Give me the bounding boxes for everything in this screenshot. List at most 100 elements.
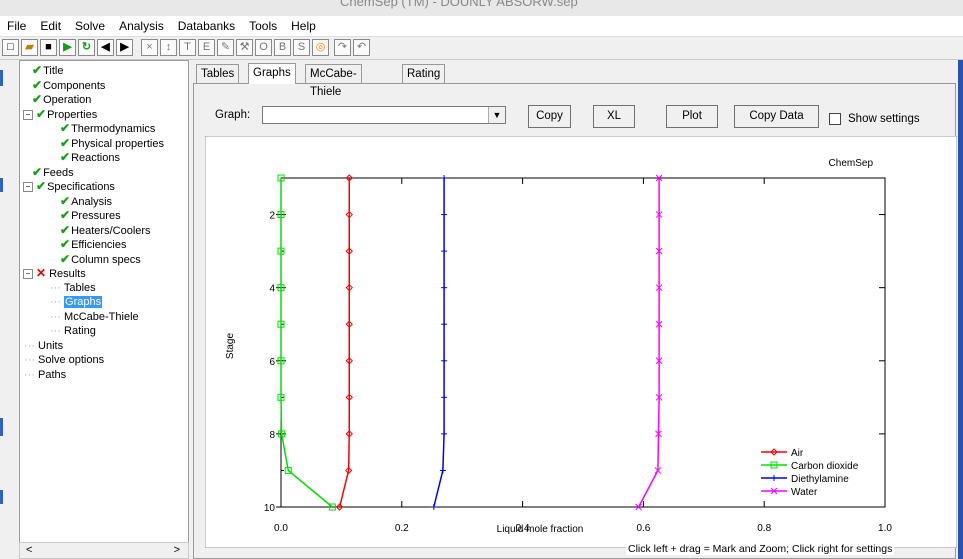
xl-button[interactable]: XL: [593, 105, 635, 128]
b-icon[interactable]: B: [274, 39, 291, 56]
tree-item-feeds[interactable]: ✔Feeds: [32, 165, 74, 179]
collapse-icon[interactable]: −: [23, 269, 33, 279]
copy-data-button[interactable]: Copy Data: [734, 105, 819, 128]
tree-item-label: Graphs: [64, 296, 103, 308]
tree-connector: ···: [50, 281, 64, 294]
scroll-right-icon[interactable]: >: [173, 544, 180, 556]
tree-item-reactions[interactable]: ✔Reactions: [60, 150, 120, 164]
legend-label-air: Air: [791, 448, 804, 459]
menu-tools[interactable]: Tools: [249, 19, 278, 33]
plot-button[interactable]: Plot: [666, 105, 718, 128]
menu-solve[interactable]: Solve: [75, 19, 106, 33]
show-settings-checkbox[interactable]: [829, 113, 841, 125]
tab-graphs[interactable]: Graphs: [248, 63, 296, 84]
tree-item-analysis[interactable]: ✔Analysis: [60, 194, 112, 208]
x-tick-label: 0.8: [757, 523, 771, 534]
s-icon[interactable]: S: [293, 39, 310, 56]
tree-item-physical-properties[interactable]: ✔Physical properties: [60, 136, 164, 150]
left-accent-2: [0, 178, 3, 192]
menu-databanks[interactable]: Databanks: [177, 19, 236, 33]
menu-analysis[interactable]: Analysis: [119, 19, 164, 33]
tab-mccabe-thiele[interactable]: McCabe-Thiele: [305, 64, 362, 98]
series-line-carbon-dioxide: [280, 178, 333, 508]
menu-edit[interactable]: Edit: [40, 19, 62, 33]
tree-item-pressures[interactable]: ✔Pressures: [60, 208, 121, 222]
delete-icon[interactable]: ×: [141, 39, 158, 56]
edit-icon[interactable]: ✎: [217, 39, 234, 56]
sort-icon[interactable]: ↕: [160, 39, 177, 56]
tree-item-tables[interactable]: ··· Tables: [50, 281, 96, 295]
tree-item-label: Column specs: [71, 253, 141, 266]
checkmark-icon: ✔: [60, 237, 71, 251]
graph-label: Graph:: [215, 109, 251, 121]
menu-help[interactable]: Help: [291, 19, 316, 33]
tree-item-mccabe-thiele[interactable]: ··· McCabe-Thiele: [50, 310, 139, 324]
series-line-water: [637, 178, 660, 508]
menu-file[interactable]: File: [7, 19, 27, 33]
checkmark-icon: ✔: [32, 63, 43, 77]
target-icon[interactable]: ◎: [312, 39, 329, 56]
tree-item-graphs[interactable]: ··· Graphs: [50, 295, 103, 309]
tree-item-solve-options[interactable]: ··· Solve options: [24, 353, 104, 367]
run-icon[interactable]: ▶: [59, 39, 76, 56]
undo-icon[interactable]: ↶: [353, 39, 370, 56]
tree-item-label: Analysis: [71, 195, 113, 208]
refresh-icon[interactable]: ↻: [78, 39, 95, 56]
tree-connector: ···: [50, 296, 65, 308]
redo-icon[interactable]: ↷: [334, 39, 351, 56]
graph-select[interactable]: ▼: [262, 106, 506, 124]
chevron-down-icon[interactable]: ▼: [488, 107, 505, 123]
tree-item-column-specs[interactable]: ✔Column specs: [60, 252, 141, 266]
tree-item-thermodynamics[interactable]: ✔Thermodynamics: [60, 121, 155, 135]
data-point-water: [655, 211, 663, 218]
legend-marker-carbon-dioxide: [770, 461, 778, 469]
data-point-air: [345, 430, 353, 438]
data-point-water: [655, 247, 663, 255]
scroll-left-icon[interactable]: <: [26, 544, 33, 556]
stage-profile-chart[interactable]: 0.0 0.2 0.4 0.6 0.8 1.0 2 4 6 8 10 ChemSep Liquid mo…: [205, 136, 957, 548]
forward-icon[interactable]: ▶: [116, 39, 133, 56]
tree-item-heaters-coolers[interactable]: ✔Heaters/Coolers: [60, 223, 151, 237]
tree-horizontal-scrollbar[interactable]: < >: [19, 542, 189, 559]
o-icon[interactable]: O: [255, 39, 272, 56]
tree-item-label: Heaters/Coolers: [71, 224, 151, 237]
tree-item-title[interactable]: ✔Title: [32, 63, 63, 77]
data-point-carbon-dioxide: [277, 174, 285, 182]
data-point-carbon-dioxide: [277, 393, 285, 401]
collapse-icon[interactable]: −: [23, 182, 33, 192]
tools-icon[interactable]: ⚒: [236, 39, 253, 56]
e-icon[interactable]: E: [198, 39, 215, 56]
data-point-carbon-dioxide: [277, 247, 285, 255]
navigation-tree[interactable]: ✔Title ✔Components ✔Operation − ✔Properties ✔…: [19, 60, 189, 544]
tree-item-operation[interactable]: ✔Operation: [32, 92, 91, 106]
data-point-carbon-dioxide: [328, 503, 336, 511]
t-icon[interactable]: T: [179, 39, 196, 56]
tree-item-label: McCabe-Thiele: [64, 310, 139, 323]
collapse-icon[interactable]: −: [23, 109, 33, 120]
tree-item-results[interactable]: − ✕ Results: [23, 266, 86, 280]
tab-tables[interactable]: Tables: [196, 64, 240, 83]
tree-item-properties[interactable]: − ✔Properties: [23, 107, 97, 121]
checkmark-icon: ✔: [60, 208, 71, 222]
tree-item-rating[interactable]: ··· Rating: [50, 324, 96, 338]
tree-item-label: Thermodynamics: [71, 123, 156, 135]
tab-rating[interactable]: Rating: [402, 64, 446, 83]
back-icon[interactable]: ◀: [97, 39, 114, 56]
tree-item-paths[interactable]: ··· Paths: [24, 368, 66, 382]
left-accent-1: [0, 70, 3, 86]
tree-connector: ···: [24, 354, 39, 366]
error-x-icon: ✕: [36, 266, 47, 280]
save-icon[interactable]: ■: [40, 39, 57, 56]
tree-item-components[interactable]: ✔Components: [32, 78, 105, 92]
open-icon[interactable]: ▰: [21, 39, 38, 56]
tree-item-specifications[interactable]: − ✔Specifications: [23, 179, 115, 193]
tree-item-units[interactable]: ··· Units: [24, 339, 63, 353]
data-point-carbon-dioxide: [284, 466, 292, 474]
chart-title: ChemSep: [829, 158, 874, 169]
tree-item-label: Specifications: [47, 181, 115, 193]
tree-item-label: Properties: [47, 108, 98, 121]
data-point-air: [345, 357, 353, 365]
tree-item-efficiencies[interactable]: ✔Efficiencies: [60, 237, 127, 251]
copy-button[interactable]: Copy: [528, 105, 571, 128]
new-icon[interactable]: □: [2, 39, 19, 56]
